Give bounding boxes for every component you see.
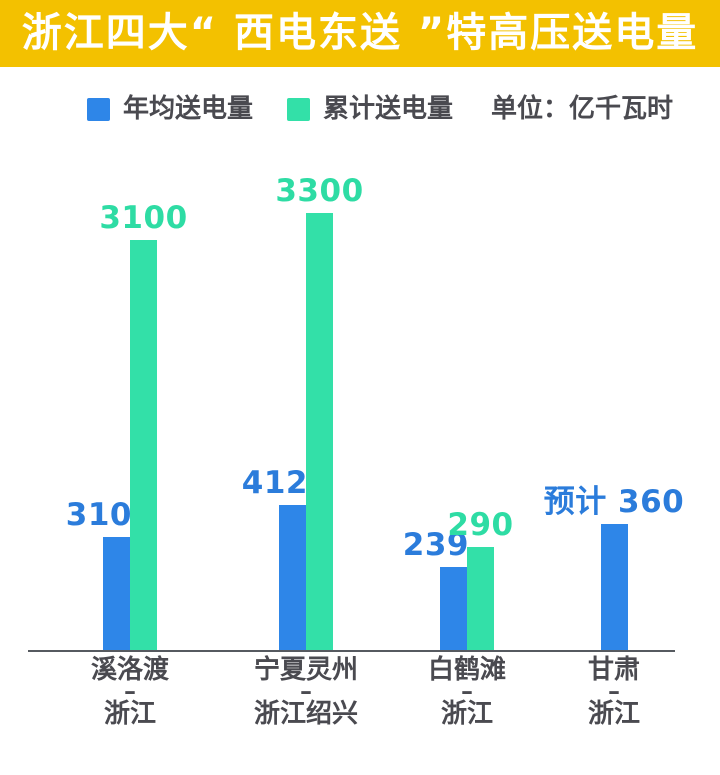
page-title: 浙江四大“ 西电东送 ”特高压送电量 bbox=[21, 10, 699, 56]
bar-cumulative bbox=[467, 547, 494, 650]
category-to: 浙江 bbox=[103, 699, 156, 729]
cumulative-series-swatch bbox=[287, 97, 310, 121]
value-label-annual: 预计 360 bbox=[543, 484, 685, 520]
value-label-cumulative: 3300 bbox=[275, 173, 364, 209]
category-label: 宁夏灵州 – 浙江绍兴 bbox=[216, 656, 396, 728]
bar-annual bbox=[600, 524, 628, 650]
legend-item-annual: 年均送电量 bbox=[87, 96, 253, 122]
category-to: 浙江 bbox=[587, 699, 640, 729]
value-label-annual: 412 bbox=[241, 465, 308, 501]
category-from: 白鹤滩 bbox=[427, 655, 506, 685]
value-label-annual: 239 bbox=[402, 527, 469, 563]
category-from: 甘肃 bbox=[587, 655, 640, 685]
category-dash: – bbox=[608, 676, 620, 705]
bar-annual bbox=[440, 567, 467, 650]
category-label: 甘肃 – 浙江 bbox=[524, 656, 704, 728]
annual-series-swatch bbox=[87, 97, 110, 121]
bar-annual bbox=[103, 537, 130, 650]
category-to: 浙江 bbox=[440, 699, 493, 729]
category-dash: – bbox=[300, 676, 312, 705]
category-label: 溪洛渡 – 浙江 bbox=[40, 656, 220, 728]
category-dash: – bbox=[124, 676, 136, 705]
x-axis-line bbox=[28, 650, 675, 652]
category-to: 浙江绍兴 bbox=[253, 699, 358, 729]
bar-annual bbox=[279, 505, 306, 650]
category-label: 白鹤滩 – 浙江 bbox=[377, 656, 557, 728]
category-from: 宁夏灵州 bbox=[253, 655, 358, 685]
value-label-annual: 310 bbox=[65, 497, 132, 533]
title-banner: 浙江四大“ 西电东送 ”特高压送电量 bbox=[0, 0, 720, 67]
bar-cumulative bbox=[306, 213, 333, 650]
value-label-cumulative: 3100 bbox=[99, 200, 188, 236]
legend-item-cumulative: 累计送电量 bbox=[287, 96, 453, 122]
value-label-cumulative: 290 bbox=[447, 507, 514, 543]
unit-label: 单位：亿千瓦时 bbox=[490, 94, 673, 124]
category-dash: – bbox=[461, 676, 473, 705]
bar-cumulative bbox=[130, 240, 157, 650]
category-from: 溪洛渡 bbox=[90, 655, 169, 685]
legend-label-annual: 年均送电量 bbox=[123, 94, 254, 124]
legend: 年均送电量 累计送电量 单位：亿千瓦时 bbox=[0, 96, 720, 126]
legend-label-cumulative: 累计送电量 bbox=[323, 94, 454, 124]
